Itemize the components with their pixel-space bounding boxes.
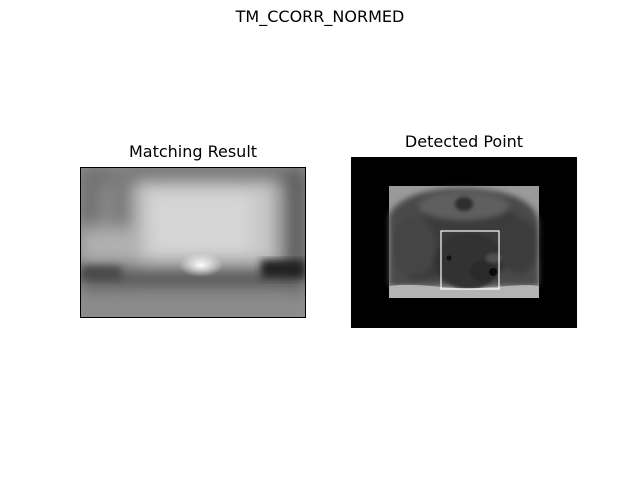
figure-suptitle: TM_CCORR_NORMED <box>235 7 405 26</box>
matching-result-title: Matching Result <box>128 142 258 161</box>
bear-eye <box>446 255 452 261</box>
bear-ear <box>455 197 473 211</box>
matching-result-heatmap <box>81 168 305 317</box>
matching-result-panel <box>80 167 306 318</box>
detection-rectangle <box>440 230 500 290</box>
bear-image <box>351 157 577 328</box>
bear-nose <box>489 268 497 276</box>
detected-point-panel <box>351 157 577 328</box>
bear-snout <box>470 260 498 282</box>
correlation-peak <box>179 253 223 277</box>
detected-point-title: Detected Point <box>404 132 524 151</box>
